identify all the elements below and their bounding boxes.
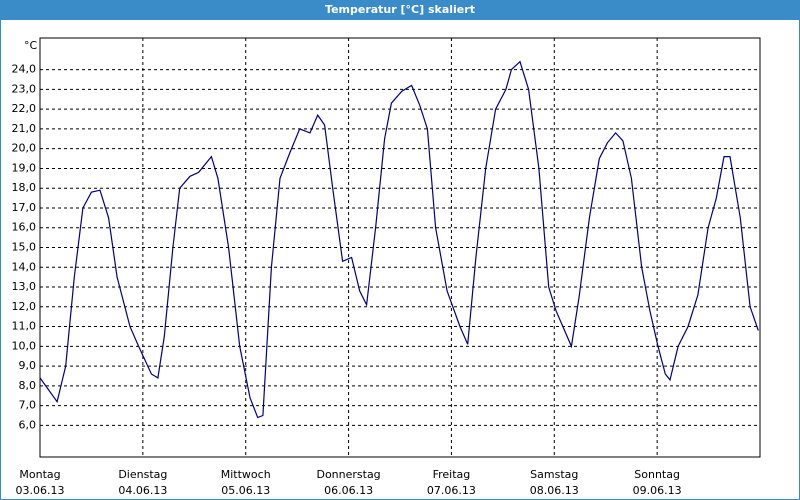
y-tick-label: 14,0 <box>12 260 37 273</box>
y-unit: °C <box>24 39 38 52</box>
plot-frame <box>39 37 761 458</box>
x-tick-label: Dienstag <box>118 468 167 481</box>
y-tick-label: 6,0 <box>19 418 37 431</box>
x-tick-date: 08.06.13 <box>530 484 579 497</box>
y-tick-label: 21,0 <box>12 122 37 135</box>
y-tick-label: 16,0 <box>12 221 37 234</box>
y-tick-label: 23,0 <box>12 82 37 95</box>
y-tick-label: 8,0 <box>19 379 37 392</box>
chart-title: Temperatur [°C] skaliert <box>325 3 475 16</box>
x-tick-label: Freitag <box>433 468 471 481</box>
x-tick-label: Mittwoch <box>221 468 271 481</box>
y-tick-label: 17,0 <box>12 201 37 214</box>
y-tick-label: 24,0 <box>12 63 37 76</box>
y-tick-label: 12,0 <box>12 300 37 313</box>
y-tick-label: 9,0 <box>19 359 37 372</box>
x-tick-label: Donnerstag <box>316 468 380 481</box>
x-tick-label: Montag <box>19 468 60 481</box>
x-tick-date: 07.06.13 <box>427 484 476 497</box>
y-tick-label: 13,0 <box>12 280 37 293</box>
y-tick-label: 11,0 <box>12 320 37 333</box>
y-tick-label: 7,0 <box>19 399 37 412</box>
x-tick-date: 09.06.13 <box>633 484 682 497</box>
temperature-line <box>39 60 759 419</box>
x-tick-label: Samstag <box>530 468 578 481</box>
x-tick-label: Sonntag <box>634 468 680 481</box>
y-tick-label: 22,0 <box>12 102 37 115</box>
y-tick-label: 19,0 <box>12 161 37 174</box>
y-tick-label: 10,0 <box>12 339 37 352</box>
title-bar <box>0 0 800 20</box>
y-tick-label: 20,0 <box>12 142 37 155</box>
y-tick-label: 15,0 <box>12 241 37 254</box>
x-tick-date: 06.06.13 <box>324 484 373 497</box>
x-tick-date: 03.06.13 <box>16 484 65 497</box>
x-tick-date: 04.06.13 <box>118 484 167 497</box>
x-tick-date: 05.06.13 <box>221 484 270 497</box>
y-tick-label: 18,0 <box>12 181 37 194</box>
